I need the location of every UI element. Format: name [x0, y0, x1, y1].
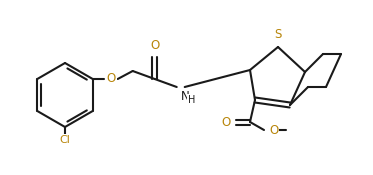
Text: S: S [274, 28, 282, 41]
Text: O: O [106, 72, 115, 86]
Text: N: N [181, 90, 189, 103]
Text: O: O [222, 116, 231, 128]
Text: O: O [269, 124, 278, 136]
Text: O: O [150, 39, 159, 52]
Text: H: H [188, 95, 195, 105]
Text: Cl: Cl [60, 135, 70, 145]
